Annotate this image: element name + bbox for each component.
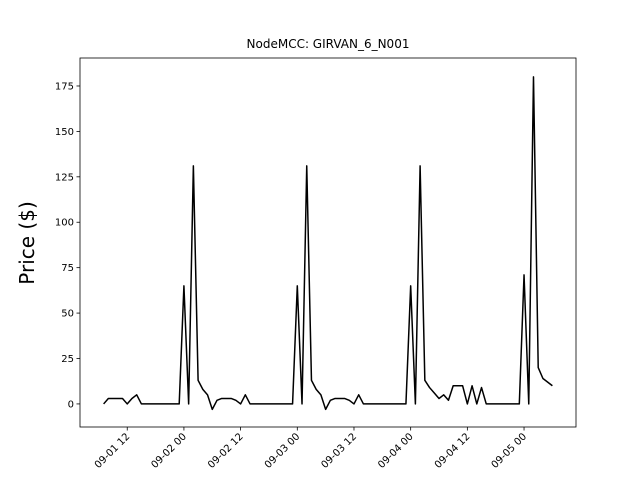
y-tick-label: 175 bbox=[55, 81, 74, 92]
x-tick-label: 09-04 00 bbox=[376, 431, 416, 471]
price-line bbox=[103, 76, 553, 411]
x-tick-label: 09-03 12 bbox=[320, 431, 360, 471]
y-tick-label: 150 bbox=[55, 127, 74, 138]
y-axis-label: Price ($) bbox=[15, 201, 39, 284]
x-tick-label: 09-02 00 bbox=[149, 431, 189, 471]
x-tick-label: 09-03 00 bbox=[263, 431, 303, 471]
y-tick-label: 50 bbox=[61, 309, 74, 320]
chart-title: NodeMCC: GIRVAN_6_N001 bbox=[247, 37, 410, 51]
plot-frame bbox=[79, 57, 577, 428]
y-tick-label: 75 bbox=[61, 263, 74, 274]
y-tick-label: 125 bbox=[55, 172, 74, 183]
x-tick-label: 09-01 12 bbox=[93, 431, 133, 471]
y-tick-label: 100 bbox=[55, 218, 74, 229]
y-tick-label: 0 bbox=[68, 399, 74, 410]
x-tick-label: 09-02 12 bbox=[206, 431, 246, 471]
x-tick-label: 09-05 00 bbox=[490, 431, 530, 471]
y-tick-label: 25 bbox=[61, 354, 74, 365]
x-tick-label: 09-04 12 bbox=[433, 431, 473, 471]
